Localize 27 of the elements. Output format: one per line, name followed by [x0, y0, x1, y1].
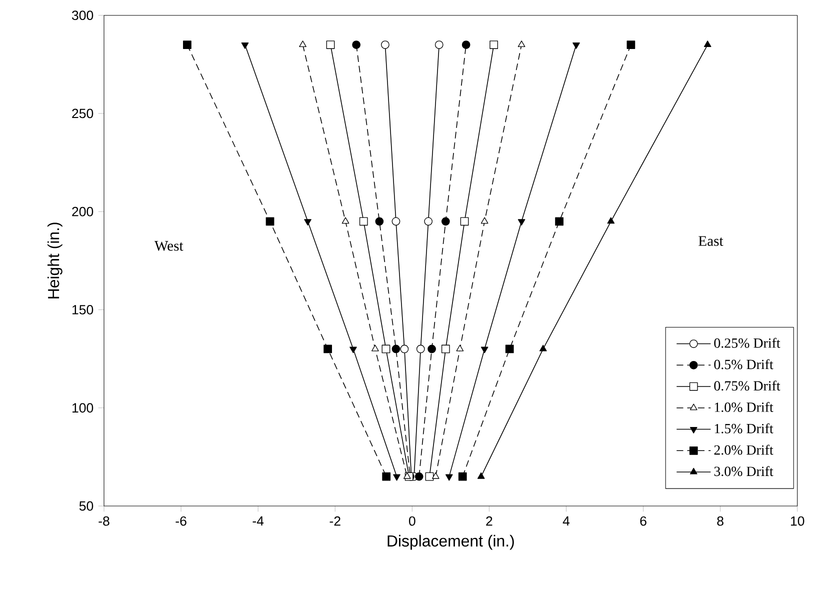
legend-label: 0.75% Drift — [714, 380, 780, 391]
legend-label: 1.0% Drift — [714, 402, 774, 412]
x-tick-label: 4 — [562, 516, 570, 526]
legend-label: 0.25% Drift — [714, 338, 780, 348]
y-tick-label: 150 — [72, 305, 94, 314]
x-tick-label: -4 — [252, 516, 264, 526]
x-tick-label: -2 — [330, 516, 340, 526]
y-tick-label: 200 — [72, 206, 94, 216]
x-axis-title: Displacement (in.) — [388, 534, 514, 550]
legend-label: 3.0% Drift — [714, 466, 774, 476]
legend-label: 2.0% Drift — [714, 444, 774, 455]
annotation: East — [698, 236, 724, 246]
y-tick-label: 250 — [72, 108, 94, 118]
y-tick-label: 100 — [72, 403, 94, 413]
x-tick-label: 8 — [717, 516, 724, 526]
x-tick-label: -6 — [176, 516, 186, 526]
legend-label: 1.5% Drift — [714, 423, 774, 434]
x-tick-label: 6 — [640, 516, 646, 526]
y-tick-label: 300 — [72, 10, 94, 20]
x-tick-label: -8 — [98, 516, 110, 526]
x-tick-label: 2 — [486, 516, 492, 526]
annotation: West — [154, 241, 184, 251]
legend-label: 0.5% Drift — [714, 359, 774, 370]
y-tick-label: 50 — [79, 501, 94, 511]
x-tick-label: 0 — [408, 516, 416, 526]
x-tick-label: 10 — [790, 516, 804, 526]
y-axis-title: Height (in.) — [48, 222, 62, 298]
